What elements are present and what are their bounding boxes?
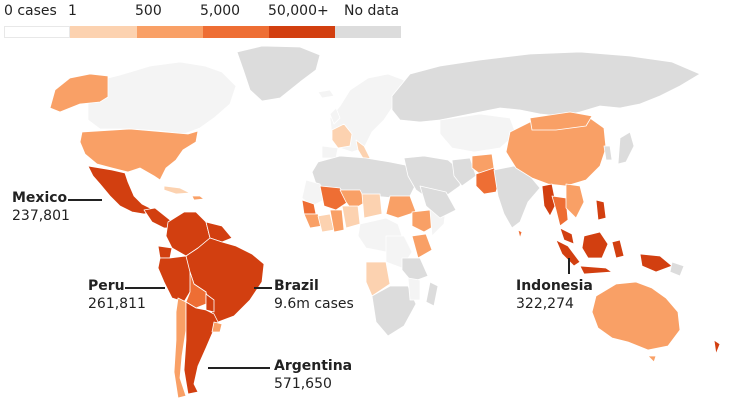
legend-label-500: 500 xyxy=(135,3,162,19)
vietnam-laos xyxy=(565,183,585,219)
iberia xyxy=(321,145,339,159)
legend: 0 cases 1 500 5,000 50,000+ No data xyxy=(4,2,404,38)
ghana-region xyxy=(329,209,345,233)
paraguay xyxy=(205,293,215,313)
angola xyxy=(365,261,391,297)
callout-indonesia-value: 322,274 xyxy=(516,296,574,312)
leader-argentina xyxy=(208,367,270,369)
france-region xyxy=(331,123,353,149)
legend-label-50000: 50,000+ xyxy=(268,3,329,19)
greenland xyxy=(236,45,321,102)
iceland xyxy=(317,89,335,99)
niger xyxy=(339,189,367,211)
legend-label-5000: 5,000 xyxy=(200,3,241,19)
korea xyxy=(603,145,613,161)
java xyxy=(579,265,613,275)
legend-label-0-cases: 0 cases xyxy=(4,3,57,19)
pakistan xyxy=(475,167,501,195)
uruguay xyxy=(211,321,223,333)
tasmania xyxy=(647,355,657,363)
legend-label-1: 1 xyxy=(68,3,77,19)
callout-mexico: Mexico 237,801 xyxy=(12,189,70,225)
peru xyxy=(157,255,193,303)
argentina xyxy=(183,301,219,395)
new-zealand xyxy=(713,339,721,355)
callout-indonesia: Indonesia 322,274 xyxy=(516,277,593,313)
callout-peru: Peru 261,811 xyxy=(88,277,146,313)
png xyxy=(669,261,685,277)
malaysia xyxy=(559,227,575,245)
chad xyxy=(361,193,383,219)
callout-mexico-value: 237,801 xyxy=(12,208,70,224)
bolivia xyxy=(185,271,207,309)
madagascar xyxy=(425,281,439,307)
leader-indonesia xyxy=(568,258,570,274)
legend-swatch-nodata xyxy=(335,26,401,38)
leader-brazil xyxy=(254,287,272,289)
sudan xyxy=(385,195,417,219)
iran-region xyxy=(451,157,477,187)
callout-peru-value: 261,811 xyxy=(88,296,146,312)
sulawesi xyxy=(611,239,625,259)
myanmar xyxy=(541,183,557,217)
callout-brazil: Brazil 9.6m cases xyxy=(274,277,354,313)
world-map xyxy=(49,45,721,399)
australia xyxy=(591,281,681,351)
kenya xyxy=(411,233,433,259)
nigeria xyxy=(341,205,361,229)
japan xyxy=(617,131,635,165)
legend-swatch-bin4 xyxy=(269,26,335,38)
callout-peru-name: Peru xyxy=(88,278,125,294)
legend-label-no-data: No data xyxy=(344,3,400,19)
leader-peru xyxy=(125,287,165,289)
mozambique-region xyxy=(407,277,421,301)
central-asia xyxy=(439,113,517,153)
cuba xyxy=(163,185,191,195)
southern-africa xyxy=(371,285,417,337)
sri-lanka xyxy=(517,229,523,239)
legend-swatch-bin1 xyxy=(70,26,137,38)
russia xyxy=(391,51,701,123)
callout-argentina-name: Argentina xyxy=(274,358,353,374)
philippines xyxy=(595,199,607,221)
borneo xyxy=(581,231,609,259)
uk xyxy=(329,107,341,125)
chile xyxy=(173,297,187,399)
callout-indonesia-name: Indonesia xyxy=(516,278,593,294)
mongolia xyxy=(529,111,593,131)
ecuador xyxy=(157,245,173,259)
guianas xyxy=(205,221,233,243)
legend-swatch-bin2 xyxy=(137,26,203,38)
callout-brazil-value: 9.6m cases xyxy=(274,296,354,312)
middle-east xyxy=(403,155,463,201)
hispaniola xyxy=(191,195,205,201)
mauritania xyxy=(301,179,325,207)
callout-brazil-name: Brazil xyxy=(274,278,319,294)
callout-argentina: Argentina 571,650 xyxy=(274,357,352,393)
tanzania-region xyxy=(401,257,429,283)
thailand xyxy=(551,195,569,227)
canada xyxy=(87,61,237,135)
legend-swatch-bin3 xyxy=(203,26,269,38)
sumatra xyxy=(555,239,581,267)
usa xyxy=(79,128,199,181)
legend-swatch-zero xyxy=(4,26,70,38)
mexico xyxy=(87,165,155,215)
papua xyxy=(639,253,673,273)
callout-argentina-value: 571,650 xyxy=(274,376,332,392)
leader-mexico xyxy=(68,199,102,201)
alaska xyxy=(49,73,109,113)
callout-mexico-name: Mexico xyxy=(12,190,68,206)
arabia xyxy=(419,185,457,219)
